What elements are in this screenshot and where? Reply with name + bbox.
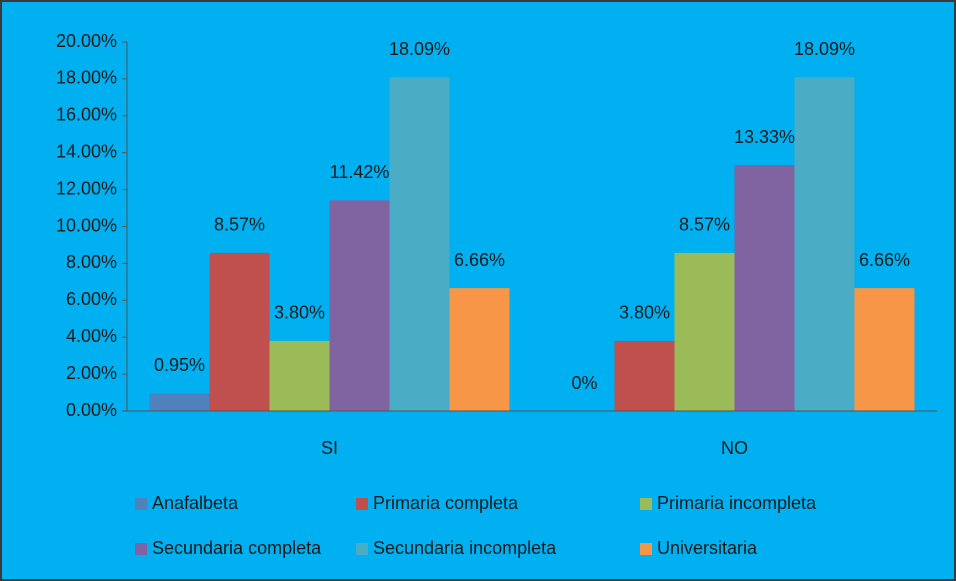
data-label: 18.09% [389,39,450,59]
legend-marker [135,543,147,555]
bar [734,165,795,411]
legend-marker [640,543,652,555]
y-tick-label: 8.00% [66,252,117,272]
y-tick-label: 2.00% [66,363,117,383]
x-tick-label: SI [321,438,338,458]
legend-label: Universitaria [657,538,758,558]
bar [854,288,915,411]
y-tick-label: 6.00% [66,289,117,309]
legend-label: Secundaria incompleta [373,538,557,558]
y-tick-label: 12.00% [56,178,117,198]
data-label: 13.33% [734,127,795,147]
legend-marker [356,543,368,555]
data-label: 3.80% [274,303,325,323]
bar [794,77,855,411]
data-label: 0.95% [154,355,205,375]
legend-marker [356,498,368,510]
y-tick-label: 16.00% [56,105,117,125]
y-tick-label: 14.00% [56,141,117,161]
y-tick-label: 10.00% [56,215,117,235]
legend-label: Anafalbeta [152,493,239,513]
bar [449,288,510,411]
data-label: 8.57% [679,215,730,235]
y-tick-label: 4.00% [66,326,117,346]
bar [269,340,330,411]
bar [389,77,450,411]
data-label: 11.42% [330,162,390,182]
y-tick-label: 0.00% [66,400,117,420]
bar [149,393,210,411]
data-label: 3.80% [619,303,670,323]
x-tick-label: NO [721,438,748,458]
data-label: 8.57% [214,215,265,235]
legend-label: Primaria completa [373,493,519,513]
bar [614,340,675,411]
bar [674,252,735,411]
data-label: 0% [571,373,597,393]
bar [329,200,390,411]
y-tick-label: 20.00% [56,31,117,51]
legend-label: Secundaria completa [152,538,322,558]
data-label: 18.09% [794,39,855,59]
data-label: 6.66% [859,250,910,270]
bar [209,252,270,411]
y-tick-label: 18.00% [56,68,117,88]
data-label: 6.66% [454,250,505,270]
legend-marker [135,498,147,510]
legend-marker [640,498,652,510]
legend-label: Primaria incompleta [657,493,817,513]
